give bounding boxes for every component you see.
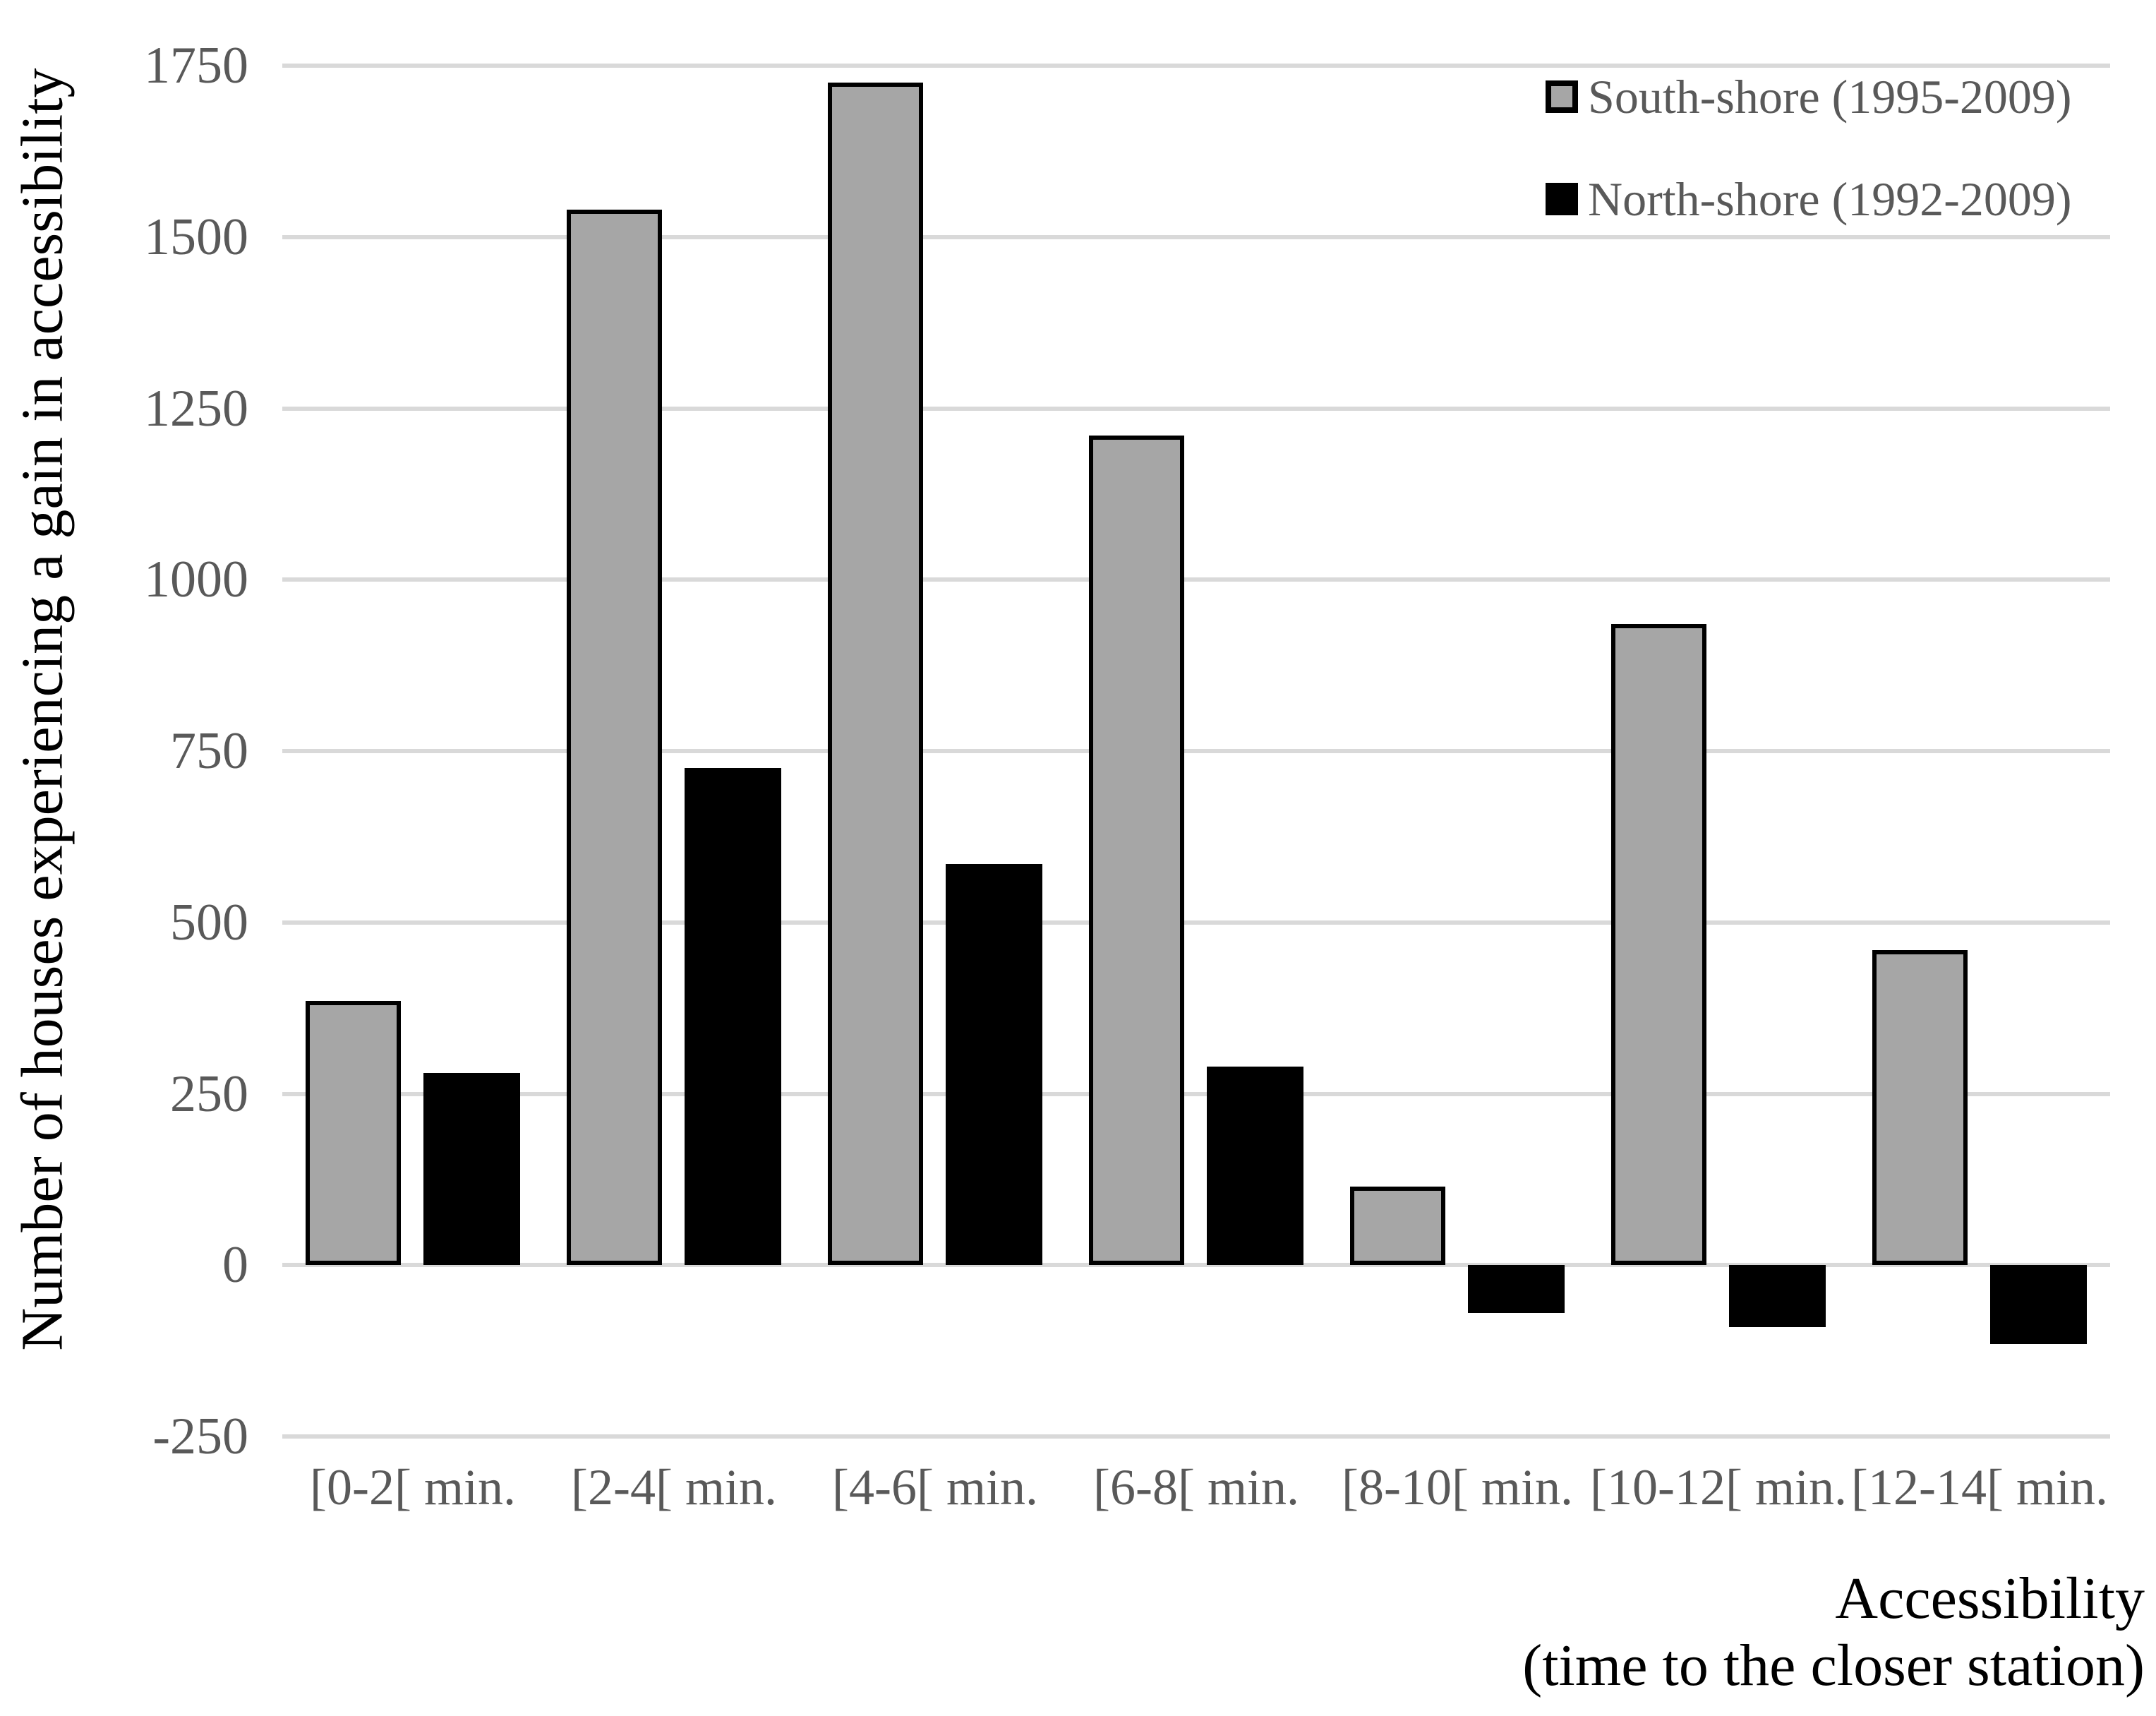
- bar-north-shore: [945, 864, 1042, 1266]
- y-axis-tick-label: -250: [152, 1408, 248, 1465]
- gridline-1750: [282, 64, 2110, 68]
- legend-entry-north-shore: North-shore (1992-2009): [1546, 175, 2072, 223]
- y-axis-tick-label: 250: [170, 1064, 248, 1123]
- gridlines: [282, 64, 2110, 1439]
- x-axis-tick-label: [0-2[ min.: [310, 1459, 516, 1516]
- bar-south-shore: [1872, 949, 1968, 1266]
- bar-south-shore: [306, 1001, 402, 1266]
- bar-south-shore: [567, 209, 663, 1266]
- x-axis-tick-labels: [0-2[ min. [2-4[ min. [4-6[ min. [6-8[ min.…: [282, 1459, 2110, 1516]
- gridline-750: [282, 749, 2110, 753]
- x-axis-title-line1: Accessibility: [1835, 1566, 2145, 1631]
- x-axis-tick-label: [8-10[ min.: [1342, 1459, 1573, 1516]
- gridline-1000: [282, 577, 2110, 582]
- x-axis-tick-label: [6-8[ min.: [1093, 1459, 1299, 1516]
- legend-swatch-north: [1546, 183, 1578, 215]
- category-group: [543, 66, 805, 1436]
- bar-south-shore: [1611, 624, 1707, 1266]
- bar-south-shore: [1350, 1186, 1446, 1266]
- gridline-1250: [282, 406, 2110, 411]
- category-group: [1849, 66, 2110, 1436]
- bar-north-shore: [1989, 1265, 2087, 1344]
- bar-north-shore: [684, 768, 781, 1266]
- bars-layer: [282, 66, 2110, 1436]
- y-axis-tick-label: 1500: [144, 208, 248, 266]
- x-axis-tick-label: [12-14[ min.: [1851, 1459, 2108, 1516]
- bar-north-shore: [423, 1073, 520, 1266]
- bar-south-shore: [828, 83, 924, 1266]
- category-group: [1327, 66, 1588, 1436]
- plot-area: [282, 64, 2110, 1439]
- category-group: [282, 66, 543, 1436]
- y-axis-tick-label: 750: [170, 722, 248, 780]
- gridline-1500: [282, 234, 2110, 239]
- y-axis-tick-label: 0: [222, 1236, 248, 1295]
- y-axis-tick-label: 500: [170, 893, 248, 952]
- y-axis-tick-label: 1000: [144, 551, 248, 609]
- x-axis-title: Accessibility (time to the closer statio…: [1522, 1566, 2145, 1700]
- y-axis-tick-label: 1750: [144, 37, 248, 95]
- category-group: [805, 66, 1066, 1436]
- x-axis-tick-label: [10-12[ min.: [1590, 1459, 1847, 1516]
- legend-label-north: North-shore (1992-2009): [1588, 172, 2072, 226]
- gridline-0: [282, 1263, 2110, 1268]
- y-axis-tick-labels: 1750 1500 1250 1000 750 500 250 0 -250: [0, 40, 248, 1463]
- gridline--250: [282, 1434, 2110, 1439]
- bar-north-shore: [1467, 1265, 1565, 1314]
- bar-south-shore: [1089, 436, 1185, 1266]
- gridline-250: [282, 1091, 2110, 1096]
- y-axis-tick-label: 1250: [144, 379, 248, 438]
- x-axis-tick-label: [2-4[ min.: [571, 1459, 777, 1516]
- legend-entry-south-shore: South-shore (1995-2009): [1546, 73, 2072, 121]
- category-group: [1588, 66, 1849, 1436]
- legend-label-south: South-shore (1995-2009): [1588, 70, 2072, 124]
- category-group: [1066, 66, 1327, 1436]
- gridline-500: [282, 920, 2110, 925]
- bar-north-shore: [1728, 1265, 1826, 1327]
- x-axis-tick-label: [4-6[ min.: [832, 1459, 1038, 1516]
- x-axis-title-line2: (time to the closer station): [1522, 1632, 2145, 1698]
- legend-swatch-south: [1546, 80, 1578, 113]
- bar-north-shore: [1206, 1066, 1303, 1266]
